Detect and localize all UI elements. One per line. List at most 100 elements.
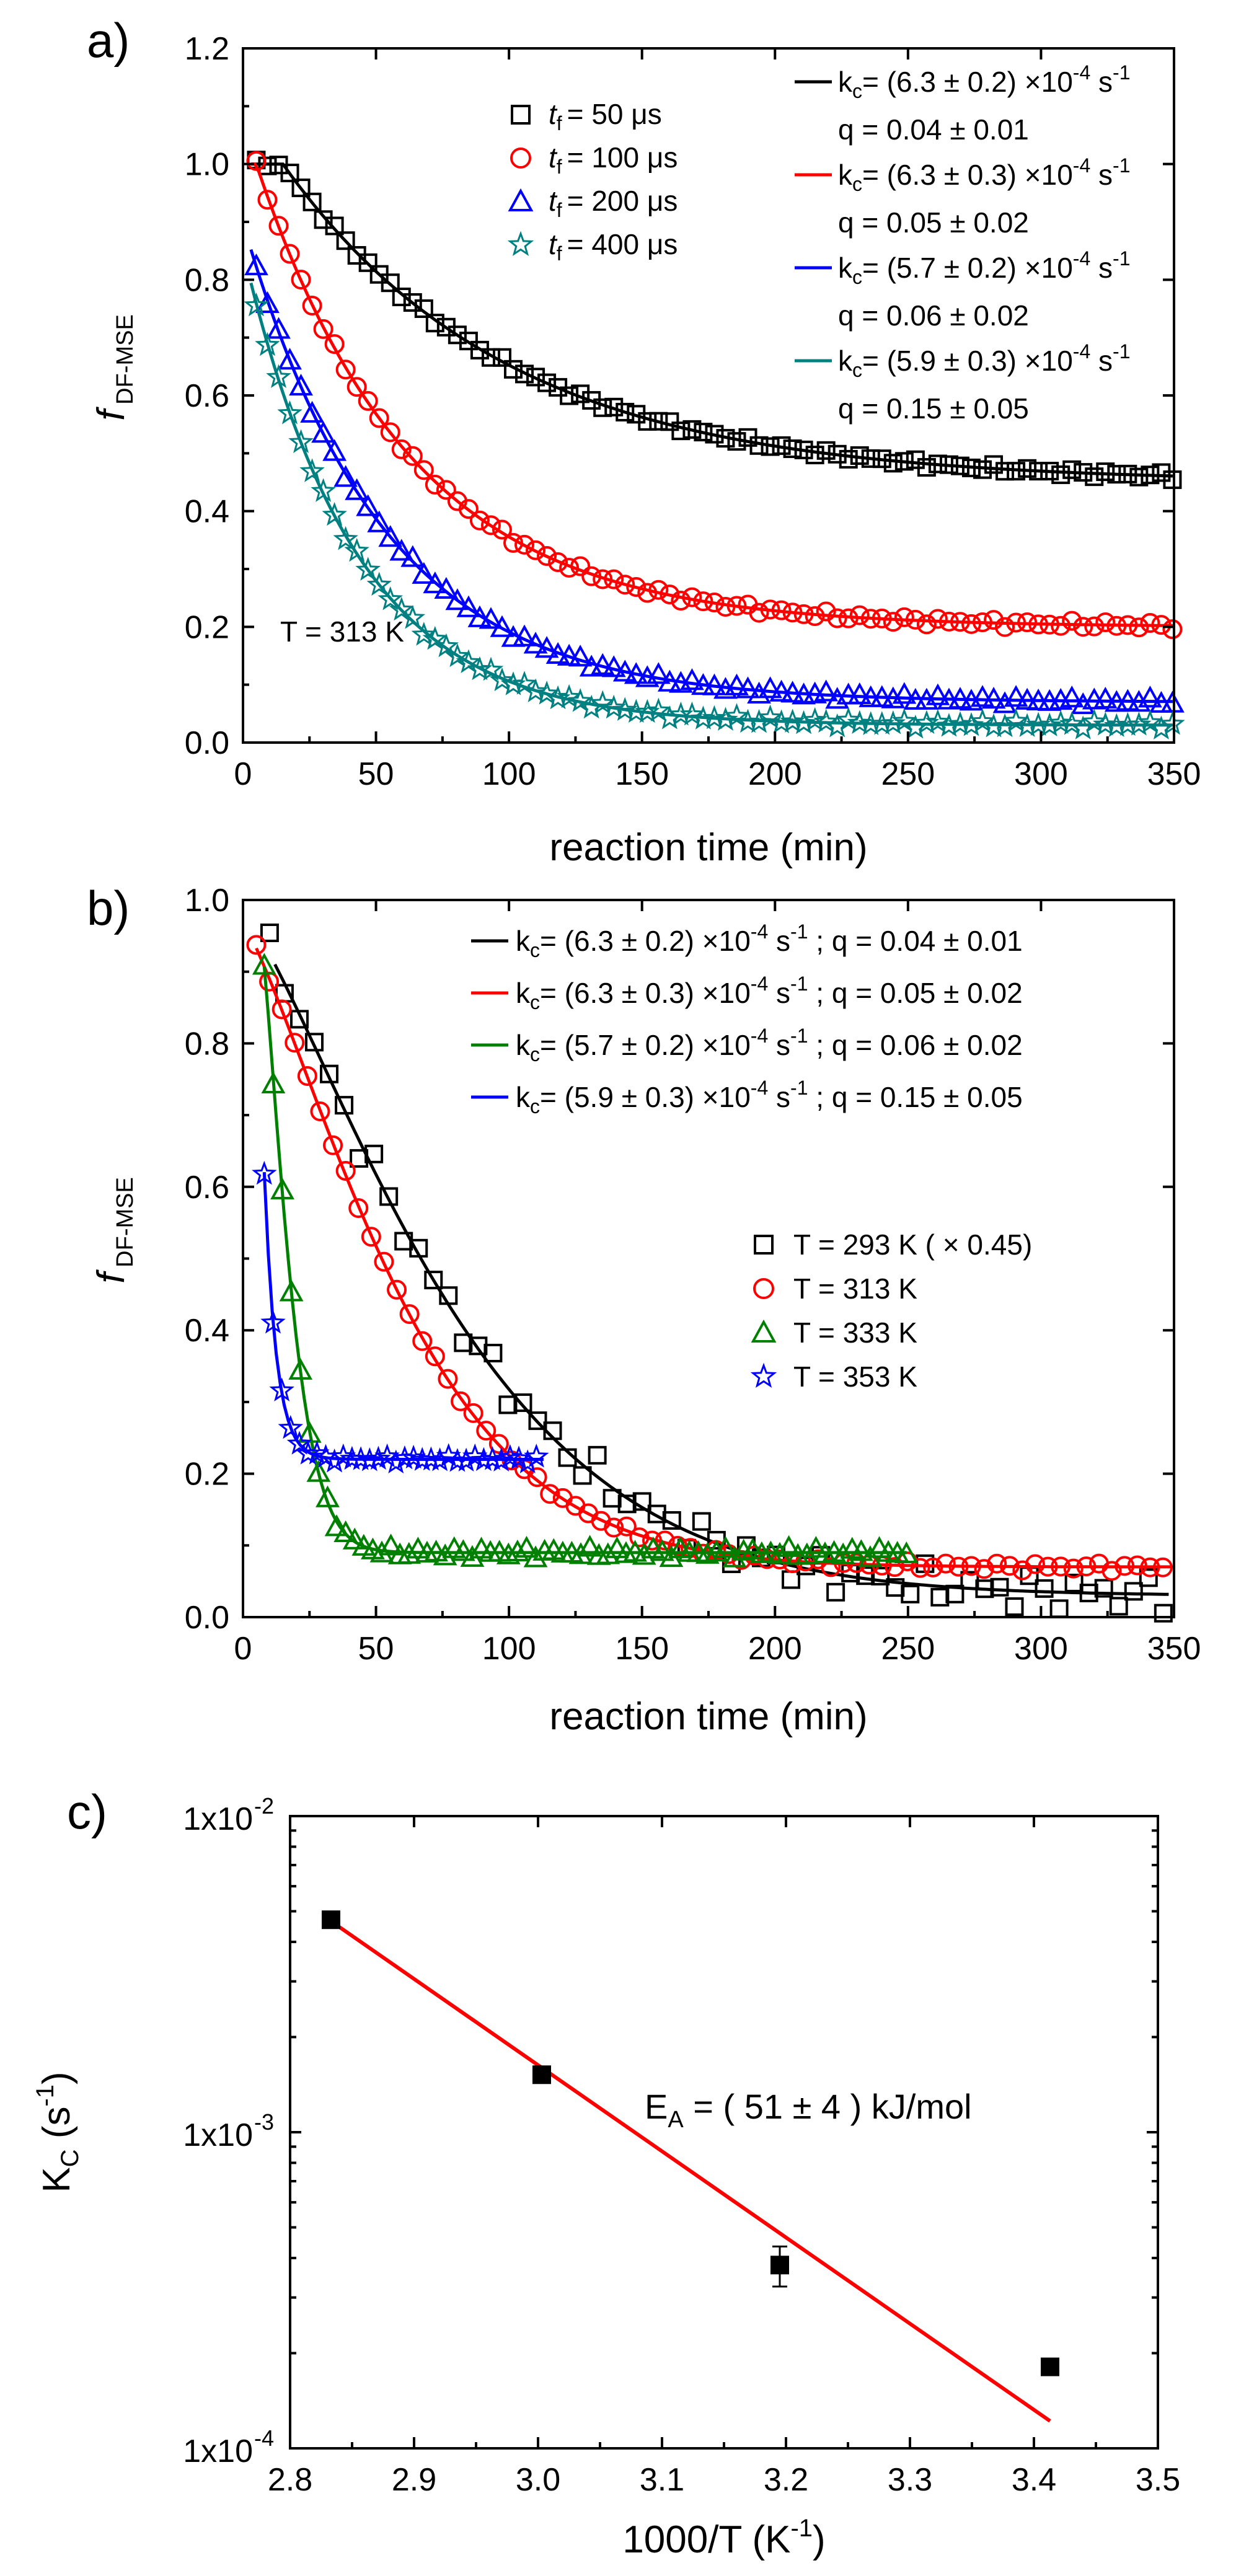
panel-a-plot-area [244,151,1185,739]
data-point [397,1542,422,1564]
fit-a-k-2: kc= (5.7 ± 0.2) ×10-4 s-1 [838,247,1130,288]
data-point [548,552,568,572]
data-point [695,1542,720,1564]
x-tick-label: 300 [1014,1631,1068,1667]
legend-marker [508,188,534,211]
data-point [374,1251,394,1272]
data-point [322,1910,340,1930]
data-point [612,659,637,682]
data-point [794,440,813,459]
y-tick-label: 1.2 [185,31,229,67]
data-point [411,622,437,646]
data-point [1059,686,1084,708]
data-point [702,705,727,730]
legend-a-label-0: = 50 μs [567,98,662,130]
data-point [278,348,302,370]
data-point [649,412,668,431]
data-point [650,1539,674,1561]
data-point [434,576,459,599]
fit-a-k-3: kc= (5.9 ± 0.3) ×10-4 s-1 [838,340,1130,381]
legend-a-marker-0 [511,105,531,125]
data-point [324,1514,349,1537]
data-point [418,1446,444,1471]
data-point [958,712,984,736]
data-point [831,1542,855,1564]
fit-a-item-3: kc= (5.9 ± 0.3) ×10-4 s-1 q = 0.15 ± 0.0… [795,340,1130,425]
data-point [914,710,940,734]
data-point [400,545,425,567]
y-tick-label: 0.4 [185,1313,229,1349]
data-point [694,423,713,442]
data-point [910,1558,930,1578]
legend-a-item-0: tf = 50 μs [511,98,662,135]
data-point [1140,1557,1160,1577]
data-point [285,1033,305,1053]
data-point [355,557,381,581]
data-point [616,1516,637,1537]
svg-text:KC (s-1): KC (s-1) [32,2071,84,2192]
data-point [425,314,444,333]
data-point [1151,615,1172,635]
data-point [348,1198,369,1219]
legend-b-marker-3 [750,1362,777,1388]
data-point [246,151,267,171]
data-point [995,462,1015,481]
data-point [974,1559,994,1579]
data-point [749,436,769,455]
data-point [345,478,369,500]
fit-b-text-3: kc= (5.9 ± 0.3) ×10-4 s-1 ; q = 0.15 ± 0… [516,1077,1023,1118]
legend-a-marker-3 [507,231,534,257]
legend-a-label-2: = 200 μs [567,185,678,217]
data-point [1074,463,1093,482]
data-point [1096,462,1115,482]
data-point [860,609,881,629]
panel-c-activation-energy-annotation: EA = ( 51 ± 4 ) kJ/mol [645,2087,972,2133]
series-2 [244,249,1185,715]
data-point [513,1393,532,1413]
data-point [412,562,436,584]
data-point [883,612,903,632]
data-point [1003,708,1029,732]
data-point [488,1434,509,1454]
data-point [821,1557,841,1577]
data-point [358,253,377,272]
data-point [444,1448,470,1472]
data-point [425,1346,445,1367]
data-point [1014,713,1040,737]
data-point [558,1448,577,1467]
data-point [356,494,381,516]
x-tick-label: 0 [234,756,252,792]
legend-marker [751,1319,777,1343]
data-point [1137,709,1163,733]
data-point [568,1542,593,1564]
panel-b-y-ticks: 0.0 0.2 0.4 0.6 0.8 1.0 [185,883,1174,1636]
data-point [671,421,691,441]
data-point [514,1449,541,1473]
y-tick-label: 0.2 [185,1457,229,1493]
data-point [992,691,1017,713]
panel-a-x-axis-label: reaction time (min) [549,826,867,869]
x-tick-label: 100 [482,1631,536,1667]
panel-c-plot-area [322,1910,1059,2423]
data-point [488,1447,514,1472]
y-tick-exponent: -3 [254,2109,274,2135]
data-point [391,439,412,459]
data-point [923,1557,943,1577]
data-point [637,583,658,603]
data-point [1093,686,1118,709]
legend-marker [511,105,531,125]
data-point [626,577,647,598]
data-point [1062,611,1082,631]
data-point [987,1553,1007,1574]
data-point [496,1542,521,1564]
data-point [1040,614,1060,635]
data-point [624,662,648,684]
svg-text:tf= 50 μs: tf = 50 μs [549,98,662,135]
data-point [269,1377,294,1401]
data-point [713,1536,738,1558]
data-point [813,708,839,733]
svg-text:tf= 100 μs: tf = 100 μs [549,141,678,178]
data-point [749,602,769,623]
data-point [504,359,523,379]
